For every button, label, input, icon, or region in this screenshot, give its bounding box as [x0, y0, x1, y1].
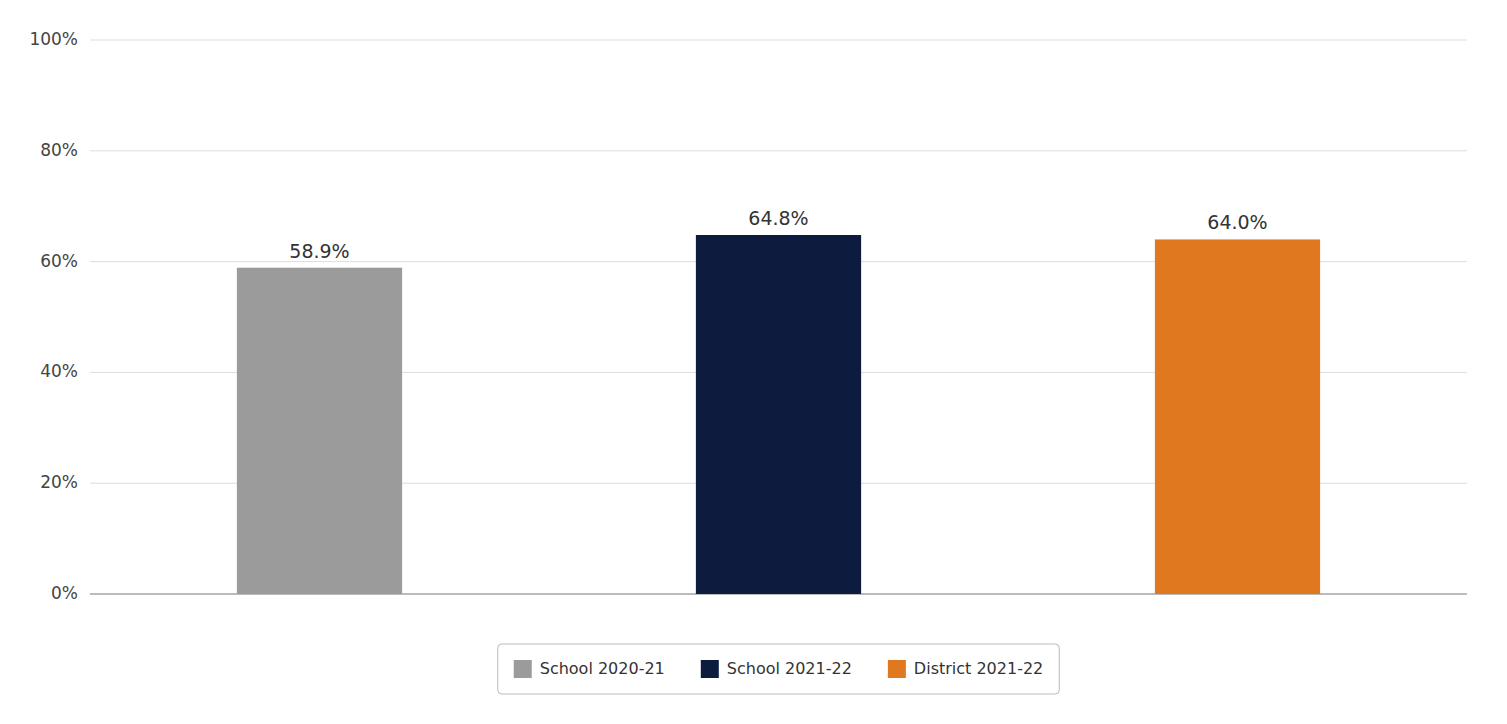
- y-tick-label: 40%: [40, 361, 78, 381]
- y-tick-label: 60%: [40, 251, 78, 271]
- legend-swatch: [514, 660, 532, 678]
- y-tick-label: 80%: [40, 140, 78, 160]
- y-tick-label: 20%: [40, 472, 78, 492]
- bars: [237, 235, 1320, 594]
- data-label: 64.8%: [748, 207, 808, 229]
- bar: [696, 235, 861, 594]
- legend-item: District 2021-22: [888, 659, 1043, 679]
- legend-item: School 2020-21: [514, 659, 665, 679]
- legend: School 2020-21 School 2021-22 District 202…: [498, 644, 1060, 694]
- grid-line: [90, 150, 1467, 151]
- legend-item: School 2021-22: [701, 659, 852, 679]
- legend-label: School 2021-22: [727, 659, 852, 678]
- chart: 0% 20% 40% 60% 80% 100% 58.9% 64.8% 64.0% School …: [0, 0, 1507, 724]
- bar: [1155, 239, 1320, 594]
- y-tick-label: 0%: [51, 583, 78, 603]
- y-axis: 0% 20% 40% 60% 80% 100%: [29, 29, 1467, 603]
- data-label: 64.0%: [1207, 211, 1267, 233]
- grid-line: [90, 40, 1467, 41]
- data-label: 58.9%: [289, 240, 349, 262]
- legend-swatch: [701, 660, 719, 678]
- legend-frame: [498, 644, 1060, 694]
- legend-label: School 2020-21: [540, 659, 665, 678]
- legend-swatch: [888, 660, 906, 678]
- bar: [237, 268, 402, 594]
- data-labels: 58.9% 64.8% 64.0%: [289, 207, 1267, 262]
- y-tick-label: 100%: [29, 29, 78, 49]
- legend-label: District 2021-22: [914, 659, 1043, 678]
